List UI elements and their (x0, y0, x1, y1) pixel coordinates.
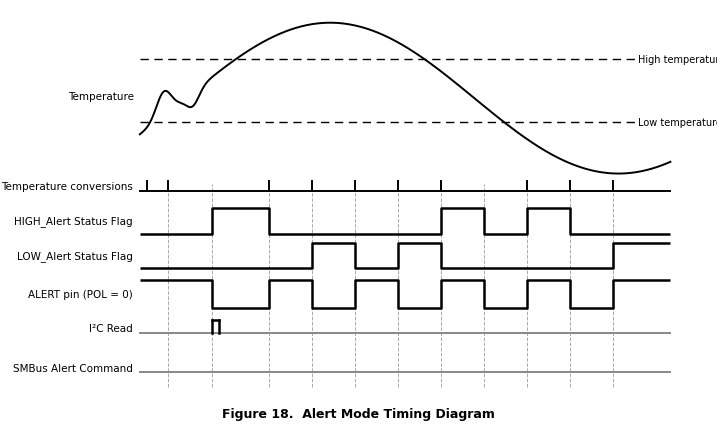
Text: SMBus Alert Command: SMBus Alert Command (13, 363, 133, 373)
Text: High temperature limit: High temperature limit (638, 55, 717, 65)
Text: Temperature conversions: Temperature conversions (1, 181, 133, 192)
Text: ALERT pin (POL = 0): ALERT pin (POL = 0) (28, 289, 133, 300)
Text: Low temperature limit: Low temperature limit (638, 118, 717, 128)
Text: LOW_Alert Status Flag: LOW_Alert Status Flag (16, 250, 133, 261)
Text: I²C Read: I²C Read (89, 323, 133, 333)
Text: Figure 18.  Alert Mode Timing Diagram: Figure 18. Alert Mode Timing Diagram (222, 407, 495, 420)
Text: HIGH_Alert Status Flag: HIGH_Alert Status Flag (14, 216, 133, 227)
Text: Temperature: Temperature (68, 92, 134, 102)
